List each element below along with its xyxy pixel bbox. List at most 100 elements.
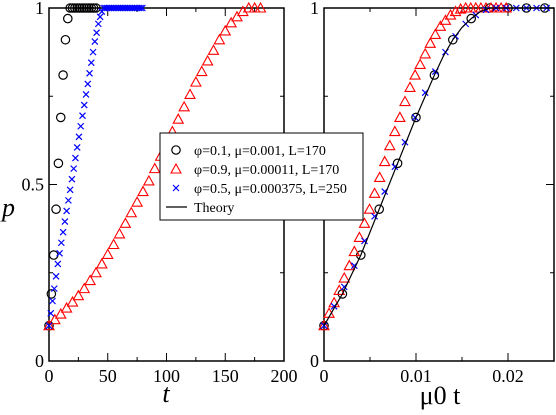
- triangle-point: [254, 1, 267, 13]
- circle-point: [70, 3, 80, 13]
- left-axis-ticks: 0 50 100 150 200 0 0.5 1: [22, 0, 298, 386]
- triangle-point: [148, 162, 161, 174]
- cross-point: [138, 4, 146, 12]
- cross-point: [54, 260, 62, 268]
- triangle-point: [207, 44, 220, 55]
- triangle-point: [101, 248, 114, 259]
- cross-point: [63, 207, 71, 215]
- circle-point: [58, 70, 68, 80]
- triangle-point: [195, 65, 208, 77]
- triangle-point: [242, 1, 255, 13]
- cross-point: [93, 29, 101, 37]
- triangle-point: [424, 37, 437, 48]
- circle-point: [88, 3, 99, 13]
- right-x-axis-title: μ0 t: [420, 381, 461, 410]
- circle-point: [55, 112, 66, 123]
- triangle-point: [125, 206, 138, 218]
- triangle-point: [184, 88, 196, 100]
- circle-point: [447, 34, 458, 45]
- triangle-point: [48, 313, 61, 325]
- cross-point: [61, 218, 69, 225]
- cross-point: [49, 297, 56, 305]
- circle-point: [67, 3, 78, 13]
- triangle-point: [137, 185, 149, 197]
- legend-circle-marker: [171, 145, 181, 155]
- triangle-point: [54, 307, 67, 319]
- triangle-point: [393, 111, 406, 122]
- legend-triangle-marker: [170, 162, 182, 174]
- cross-point: [70, 165, 78, 173]
- triangle-point: [338, 271, 351, 283]
- triangle-point: [43, 319, 55, 331]
- triangle-point: [409, 68, 422, 80]
- legend-label: φ=0.5, μ=0.000375, L=250: [194, 182, 347, 197]
- cross-point: [89, 48, 97, 56]
- triangle-point: [378, 155, 391, 167]
- circle-point: [79, 3, 90, 13]
- left-y-axis-title: p: [0, 193, 15, 222]
- legend-items: φ=0.1, μ=0.001, L=170 φ=0.9, μ=0.00011, L…: [166, 144, 347, 216]
- triangle-point: [201, 54, 214, 66]
- triangle-point: [90, 266, 102, 278]
- left-x-axis-title: t: [162, 379, 170, 408]
- triangle-point: [213, 33, 226, 45]
- triangle-point: [113, 227, 126, 239]
- x-tick-label: 200: [271, 366, 298, 386]
- y-tick-label: 1: [35, 0, 44, 18]
- triangle-point: [358, 217, 371, 228]
- triangle-point: [78, 282, 91, 294]
- x-tick-label: 0.02: [492, 366, 524, 386]
- cross-point: [52, 272, 60, 280]
- triangle-point: [219, 24, 232, 36]
- cross-point: [47, 309, 55, 317]
- left-data-marks: [43, 1, 267, 331]
- legend-cross-marker: [172, 184, 180, 192]
- theory-curve: [323, 7, 554, 327]
- triangle-point: [60, 301, 73, 313]
- triangle-point: [414, 58, 427, 70]
- cross-point: [361, 237, 368, 245]
- circle-point: [74, 3, 85, 13]
- triangle-point: [178, 100, 191, 112]
- cross-point: [66, 186, 74, 194]
- circle-point: [65, 3, 75, 13]
- triangle-point: [449, 5, 462, 17]
- triangle-point: [348, 245, 361, 257]
- triangle-point: [231, 10, 243, 22]
- cross-point: [50, 285, 58, 293]
- circle-point: [72, 3, 82, 13]
- cross-point: [82, 91, 90, 98]
- cross-point: [72, 154, 79, 162]
- cross-point: [45, 322, 53, 330]
- circle-point: [48, 250, 59, 260]
- cross-point: [64, 196, 72, 204]
- triangle-point: [119, 217, 132, 228]
- left-panel: 0 50 100 150 200 0 0.5 1 t p: [0, 0, 298, 408]
- y-tick-label: 0: [35, 351, 44, 371]
- triangle-point: [131, 196, 144, 207]
- circle-point: [392, 158, 403, 169]
- cross-point: [94, 20, 102, 28]
- triangle-point: [368, 187, 381, 198]
- triangle-point: [404, 81, 416, 92]
- triangle-point: [225, 16, 238, 28]
- triangle-point: [429, 28, 442, 40]
- triangle-point: [419, 47, 432, 59]
- triangle-point: [343, 259, 356, 271]
- circle-point: [51, 204, 61, 215]
- circle-point: [60, 34, 71, 45]
- x-tick-label: 0: [320, 366, 329, 386]
- circle-point: [86, 3, 97, 13]
- legend-label: φ=0.1, μ=0.001, L=170: [194, 144, 326, 159]
- triangle-point: [388, 125, 401, 137]
- triangle-point: [383, 139, 396, 151]
- cross-point: [75, 133, 83, 141]
- x-tick-label: 50: [99, 366, 117, 386]
- cross-point: [59, 228, 67, 236]
- triangle-point: [66, 295, 79, 307]
- triangle-point: [444, 8, 457, 20]
- y-tick-label: 1: [310, 0, 319, 18]
- triangle-point: [248, 1, 261, 13]
- triangle-point: [399, 95, 411, 107]
